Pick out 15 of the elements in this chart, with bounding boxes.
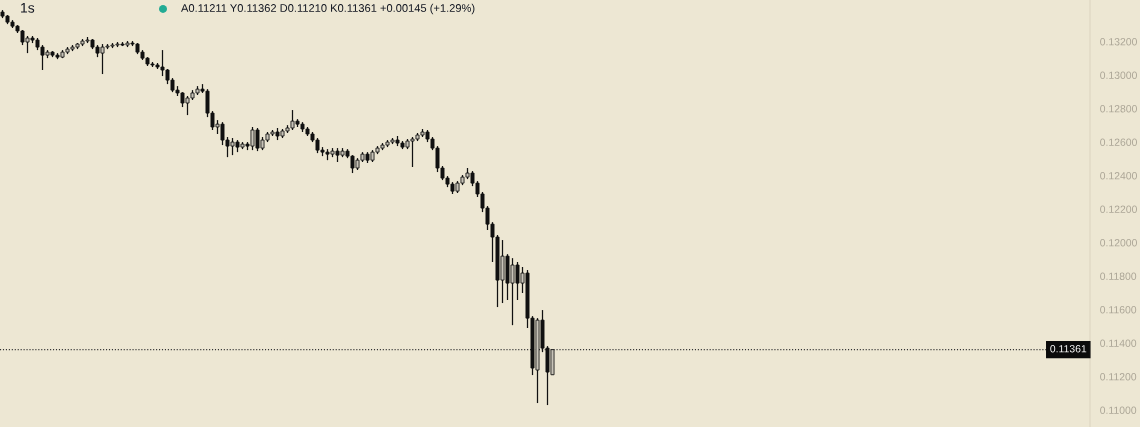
y-tick-label: 0.12200: [1100, 205, 1137, 213]
chart-title: 1s: [21, 3, 35, 13]
y-tick-label: 0.12600: [1100, 138, 1137, 146]
y-tick-label: 0.11400: [1100, 339, 1137, 347]
y-tick-label: 0.13200: [1100, 38, 1137, 46]
y-tick-label: 0.12800: [1100, 105, 1137, 113]
y-tick-label: 0.11000: [1100, 406, 1137, 414]
ref-line-label: 0.11361: [1050, 345, 1087, 353]
y-tick-label: 0.12000: [1100, 239, 1137, 247]
y-tick-label: 0.11600: [1100, 306, 1137, 314]
y-tick-label: 0.11800: [1100, 272, 1137, 280]
y-tick-label: 0.12400: [1100, 172, 1137, 180]
annotation: A0.11211 Y0.11362 D0.11210 K0.11361 +0.00145 (+1.29%): [181, 3, 475, 15]
y-tick-label: 0.13000: [1100, 71, 1137, 79]
y-tick-label: 0.11200: [1100, 373, 1137, 381]
